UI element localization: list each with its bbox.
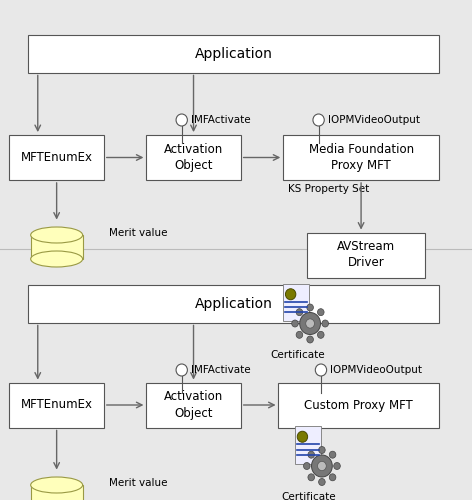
Circle shape	[300, 312, 320, 334]
Polygon shape	[31, 235, 83, 259]
Text: KS Property Set: KS Property Set	[288, 184, 369, 194]
Ellipse shape	[31, 251, 83, 267]
Circle shape	[319, 446, 325, 454]
FancyBboxPatch shape	[283, 135, 439, 180]
Circle shape	[318, 332, 324, 338]
Circle shape	[306, 319, 314, 328]
Text: Application: Application	[195, 47, 272, 60]
Text: MFTEnumEx: MFTEnumEx	[21, 151, 93, 164]
Circle shape	[297, 431, 308, 442]
Text: IMFActivate: IMFActivate	[191, 115, 251, 125]
Text: IOPMVideoOutput: IOPMVideoOutput	[330, 365, 422, 375]
Text: Media Foundation
Proxy MFT: Media Foundation Proxy MFT	[309, 143, 413, 172]
Circle shape	[176, 114, 187, 126]
Circle shape	[307, 304, 313, 311]
Text: Application: Application	[195, 297, 272, 311]
Text: AVStream
Driver: AVStream Driver	[337, 240, 395, 270]
Ellipse shape	[31, 477, 83, 493]
Circle shape	[329, 474, 336, 481]
Ellipse shape	[31, 227, 83, 243]
Text: IMFActivate: IMFActivate	[191, 365, 251, 375]
Text: Merit value: Merit value	[109, 478, 167, 488]
FancyBboxPatch shape	[28, 285, 439, 323]
Circle shape	[296, 308, 303, 316]
FancyBboxPatch shape	[9, 382, 104, 428]
Text: Certificate: Certificate	[282, 492, 337, 500]
Text: MFTEnumEx: MFTEnumEx	[21, 398, 93, 411]
FancyBboxPatch shape	[28, 35, 439, 72]
Text: Certificate: Certificate	[270, 350, 325, 360]
FancyBboxPatch shape	[146, 135, 241, 180]
Circle shape	[176, 364, 187, 376]
Circle shape	[312, 455, 332, 477]
Circle shape	[315, 364, 327, 376]
Text: Activation
Object: Activation Object	[164, 390, 223, 420]
Circle shape	[319, 478, 325, 486]
Circle shape	[308, 474, 314, 481]
Text: Merit value: Merit value	[109, 228, 167, 237]
FancyBboxPatch shape	[283, 284, 309, 322]
Text: Activation
Object: Activation Object	[164, 143, 223, 172]
Circle shape	[308, 451, 314, 458]
Circle shape	[286, 289, 296, 300]
Circle shape	[296, 332, 303, 338]
Circle shape	[292, 320, 298, 327]
Circle shape	[303, 462, 310, 469]
FancyBboxPatch shape	[307, 232, 425, 278]
Circle shape	[313, 114, 324, 126]
Circle shape	[329, 451, 336, 458]
Text: Registry: Registry	[35, 254, 78, 264]
Text: IOPMVideoOutput: IOPMVideoOutput	[328, 115, 420, 125]
FancyBboxPatch shape	[146, 382, 241, 428]
FancyBboxPatch shape	[278, 382, 439, 428]
Circle shape	[318, 308, 324, 316]
Polygon shape	[31, 485, 83, 500]
FancyBboxPatch shape	[295, 426, 320, 464]
Circle shape	[307, 336, 313, 343]
Circle shape	[334, 462, 340, 469]
FancyBboxPatch shape	[9, 135, 104, 180]
Text: Custom Proxy MFT: Custom Proxy MFT	[304, 398, 413, 411]
Circle shape	[318, 462, 326, 470]
Circle shape	[322, 320, 329, 327]
